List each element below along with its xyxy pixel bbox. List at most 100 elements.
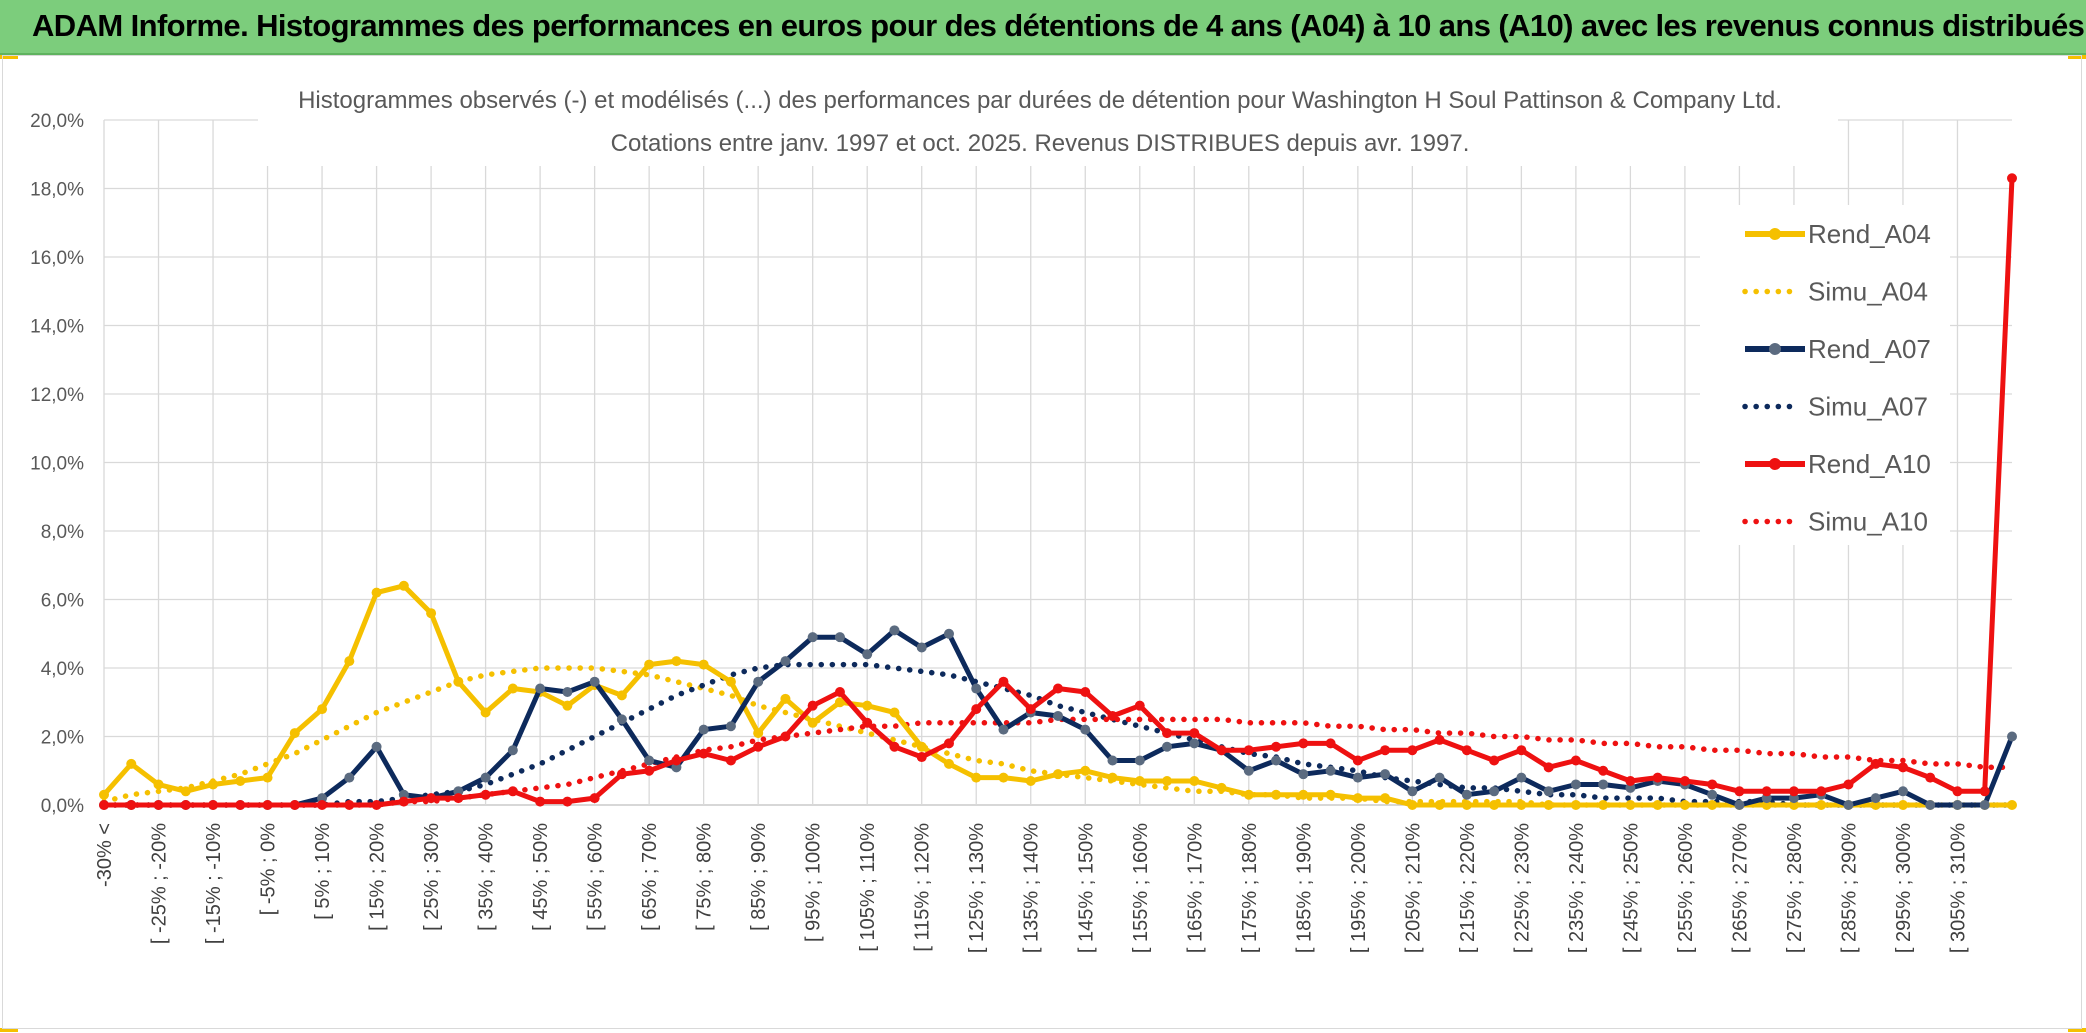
rend-a04-point [1216,782,1227,793]
rend-a04-point [289,728,300,739]
simu-a10-legend-label: Simu_A10 [1808,507,1928,537]
rend-a04-point [480,707,491,718]
rend-a10-point [1816,786,1827,797]
rend-a10-point [1216,745,1227,756]
rend-a10-point [1189,728,1200,739]
rend-a10-point [371,800,382,810]
rend-a04-point [943,758,954,769]
rend-a04-point [398,580,409,591]
rend-a07-point [1761,793,1772,804]
rend-a10-point [1461,745,1472,756]
rend-a04-point [1870,800,1881,810]
rend-a10-point [589,793,600,804]
rend-a10-point [317,800,328,810]
x-tick-label: [ 145% ; 150% [1075,823,1097,953]
rend-a04-point [2007,800,2017,810]
rend-a07-point [589,676,600,687]
rend-a07-point [1843,800,1854,810]
x-tick-label: [ 235% ; 240% [1566,823,1588,953]
rend-a10-point [1897,762,1908,773]
rend-a10-point [1843,779,1854,790]
x-tick-label: [ 5% ; 10% [312,823,334,920]
chart-legend: Rend_A04 Simu_A04 Rend_A07 Simu_A07 Rend_A10… [1742,219,1931,537]
x-tick-label: [ 155% ; 160% [1130,823,1152,953]
rend-a07-point [1162,741,1173,752]
y-axis-ticks: 0,0% 2,0% 4,0% 6,0% 8,0% 10,0% 12,0% 14,0% 16,0%… [30,111,84,817]
rend-a07-point [1325,765,1336,776]
rend-a04-point [780,693,791,704]
rend-a04-point [753,728,764,739]
rend-a10-point [1407,745,1418,756]
y-tick-label: 18,0% [30,180,84,201]
rend-a10-legend-marker [1769,458,1781,470]
y-tick-label: 0,0% [41,796,84,817]
rend-a07-point [862,649,873,660]
rend-a10-point [99,800,109,810]
rend-a07-point [1107,755,1118,766]
rend-a04-point [1407,800,1418,810]
rend-a07-point [1897,786,1908,797]
rend-a07-point [1243,765,1254,776]
rend-a04-point [426,608,437,619]
rend-a10-point [1025,704,1036,715]
rend-a10-point [153,800,164,810]
rend-a07-point [1734,800,1745,810]
x-tick-label: [ -15% ; -10% [203,823,225,944]
y-tick-label: 10,0% [30,454,84,475]
rend-a07-point [2007,731,2017,742]
rend-a10-point [1380,745,1391,756]
rend-a10-point [1761,786,1772,797]
rend-a10-point [1979,786,1990,797]
rend-a07-point [834,632,845,643]
y-tick-label: 2,0% [41,728,84,749]
rend-a10-point [725,755,736,766]
rend-a10-point [1516,745,1527,756]
rend-a04-point [453,676,464,687]
rend-a10-point [2007,173,2017,184]
rend-a10-point [671,755,682,766]
rend-a04-point [562,700,573,711]
x-tick-label: -30% < [94,823,116,887]
x-tick-label: [ -5% ; 0% [258,823,280,915]
frame-corner-marker [0,1028,18,1032]
rend-a07-point [562,686,573,697]
rend-a10-point [1325,738,1336,749]
rend-a07-point [753,676,764,687]
rend-a07-point [1925,800,1936,810]
rend-a10-point [1271,741,1282,752]
y-tick-label: 14,0% [30,317,84,338]
rend-a10-point [889,741,900,752]
rend-a04-point [507,683,518,694]
rend-a10-point [616,769,627,780]
rend-a04-point [1679,800,1690,810]
x-tick-label: [ 75% ; 80% [694,823,716,931]
rend-a07-point [371,741,382,752]
rend-a07-point [1134,755,1145,766]
rend-a07-point [1352,772,1363,783]
rend-a10-point [807,700,818,711]
rend-a10-point [262,800,273,810]
rend-a10-point [1570,755,1581,766]
frame-corner-marker [2068,55,2086,59]
y-tick-label: 12,0% [30,385,84,406]
rend-a10-point [1652,772,1663,783]
x-tick-label: [ 55% ; 60% [585,823,607,931]
rend-a04-point [262,772,273,783]
x-tick-label: [ 65% ; 70% [639,823,661,931]
rend-a04-point [1543,800,1554,810]
rend-a07-point [1952,800,1963,810]
rend-a10-point [289,800,300,810]
y-tick-label: 20,0% [30,111,84,132]
rend-a10-point [1243,745,1254,756]
rend-a07-point [1870,793,1881,804]
rend-a04-point [1025,776,1036,787]
x-tick-label: [ 15% ; 20% [367,823,389,931]
chart-title: Histogrammes observés (-) et modélisés (… [298,87,1782,114]
rend-a10-point [1707,779,1718,790]
rend-a10-point [1134,700,1145,711]
rend-a07-point [1543,786,1554,797]
rend-a10-point [698,748,709,759]
rend-a07-point [1625,782,1636,793]
rend-a10-point [1734,786,1745,797]
rend-a07-point [1979,800,1990,810]
